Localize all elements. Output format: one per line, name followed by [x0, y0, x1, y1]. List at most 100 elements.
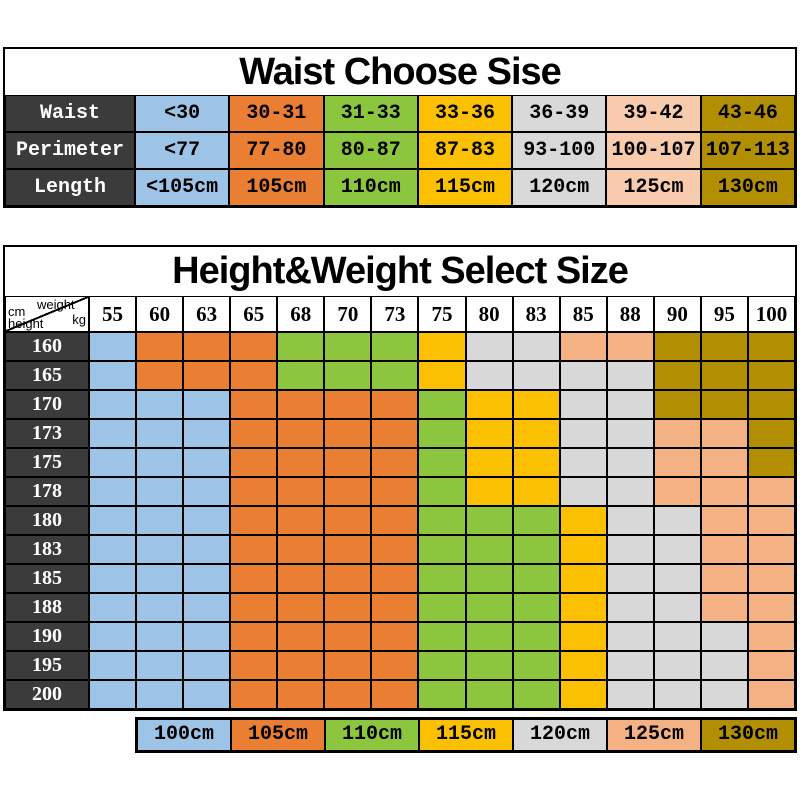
matrix-cell	[512, 332, 560, 361]
matrix-cell	[606, 622, 654, 651]
height-label-cell: 180	[5, 506, 89, 535]
matrix-cell	[700, 448, 748, 477]
matrix-cell	[371, 419, 419, 448]
weight-header-cell: 65	[230, 296, 278, 332]
matrix-cell	[277, 651, 325, 680]
matrix-cell	[371, 332, 419, 361]
matrix-cell	[371, 506, 419, 535]
matrix-cell	[277, 506, 325, 535]
matrix-cell	[465, 651, 513, 680]
waist-size-table: Waist Choose Sise Waist <30 30-31 31-33 33-3…	[3, 47, 797, 208]
matrix-cell	[277, 448, 325, 477]
matrix-cell	[606, 419, 654, 448]
matrix-cell	[136, 390, 184, 419]
weight-header-cell: 63	[183, 296, 231, 332]
height-label-cell: 185	[5, 564, 89, 593]
matrix-cell	[512, 477, 560, 506]
matrix-cell	[700, 680, 748, 709]
waist-table-cell: 39-42	[606, 95, 701, 132]
matrix-cell	[371, 477, 419, 506]
matrix-cell	[277, 535, 325, 564]
matrix-cell	[136, 332, 184, 361]
matrix-cell	[230, 564, 278, 593]
matrix-cell	[324, 506, 372, 535]
weight-header-cell: 95	[700, 296, 748, 332]
waist-table-row-header: Perimeter	[5, 132, 135, 169]
waist-table-cell: 30-31	[229, 95, 324, 132]
matrix-cell	[183, 332, 231, 361]
matrix-cell	[606, 535, 654, 564]
height-label-cell: 175	[5, 448, 89, 477]
weight-header-cell: 88	[606, 296, 654, 332]
matrix-cell	[277, 419, 325, 448]
matrix-cell	[747, 593, 795, 622]
matrix-cell	[277, 361, 325, 390]
matrix-cell	[700, 651, 748, 680]
matrix-cell	[747, 535, 795, 564]
weight-header-row: cm weight height kg 55 60 63 65 68 70 73 75 80 83…	[5, 296, 795, 332]
matrix-cell	[465, 419, 513, 448]
matrix-cell	[418, 593, 466, 622]
matrix-cell	[606, 593, 654, 622]
matrix-cell	[700, 593, 748, 622]
matrix-cell	[371, 593, 419, 622]
matrix-cell	[465, 477, 513, 506]
matrix-cell	[324, 477, 372, 506]
matrix-cell	[136, 506, 184, 535]
matrix-cell	[653, 390, 701, 419]
matrix-cell	[653, 419, 701, 448]
waist-table-cell: 43-46	[700, 95, 795, 132]
legend-item: 120cm	[513, 719, 607, 751]
matrix-cell	[606, 448, 654, 477]
matrix-cell	[465, 448, 513, 477]
matrix-cell	[653, 564, 701, 593]
waist-table-cell: <105cm	[135, 169, 230, 206]
waist-table-cell: 77-80	[229, 132, 324, 169]
matrix-cell	[371, 680, 419, 709]
matrix-cell	[136, 593, 184, 622]
matrix-cell	[559, 680, 607, 709]
matrix-cell	[653, 680, 701, 709]
matrix-cell	[418, 651, 466, 680]
height-label-cell: 178	[5, 477, 89, 506]
waist-table-row-header: Waist	[5, 95, 135, 132]
matrix-cell	[747, 419, 795, 448]
waist-table-title: Waist Choose Sise	[239, 51, 562, 93]
matrix-cell	[559, 448, 607, 477]
matrix-cell	[559, 535, 607, 564]
matrix-cell	[747, 361, 795, 390]
matrix-cell	[371, 361, 419, 390]
matrix-cell	[512, 535, 560, 564]
matrix-cell	[89, 622, 137, 651]
matrix-cell	[653, 361, 701, 390]
matrix-cell	[747, 448, 795, 477]
waist-table-cell: 87-83	[417, 132, 513, 169]
matrix-cell	[136, 622, 184, 651]
matrix-cell	[230, 477, 278, 506]
matrix-cell	[512, 680, 560, 709]
matrix-cell	[700, 622, 748, 651]
matrix-cell	[324, 361, 372, 390]
matrix-cell	[747, 332, 795, 361]
matrix-cell	[277, 622, 325, 651]
waist-table-cell: 105cm	[229, 169, 324, 206]
matrix-cell	[230, 361, 278, 390]
matrix-cell	[418, 448, 466, 477]
matrix-cell	[89, 390, 137, 419]
weight-header-cell: 73	[371, 296, 419, 332]
matrix-cell	[324, 680, 372, 709]
height-label-cell: 200	[5, 680, 89, 709]
matrix-cell	[371, 564, 419, 593]
height-label-cell: 195	[5, 651, 89, 680]
matrix-cell	[747, 390, 795, 419]
matrix-cell	[465, 564, 513, 593]
waist-table-cell: 107-113	[700, 132, 795, 169]
waist-table-grid: Waist <30 30-31 31-33 33-36 36-39 39-42 43-46 Pe…	[5, 95, 795, 206]
matrix-cell	[512, 593, 560, 622]
matrix-cell	[418, 332, 466, 361]
matrix-cell	[606, 651, 654, 680]
matrix-cell	[277, 332, 325, 361]
matrix-cell	[653, 477, 701, 506]
matrix-cell	[559, 564, 607, 593]
